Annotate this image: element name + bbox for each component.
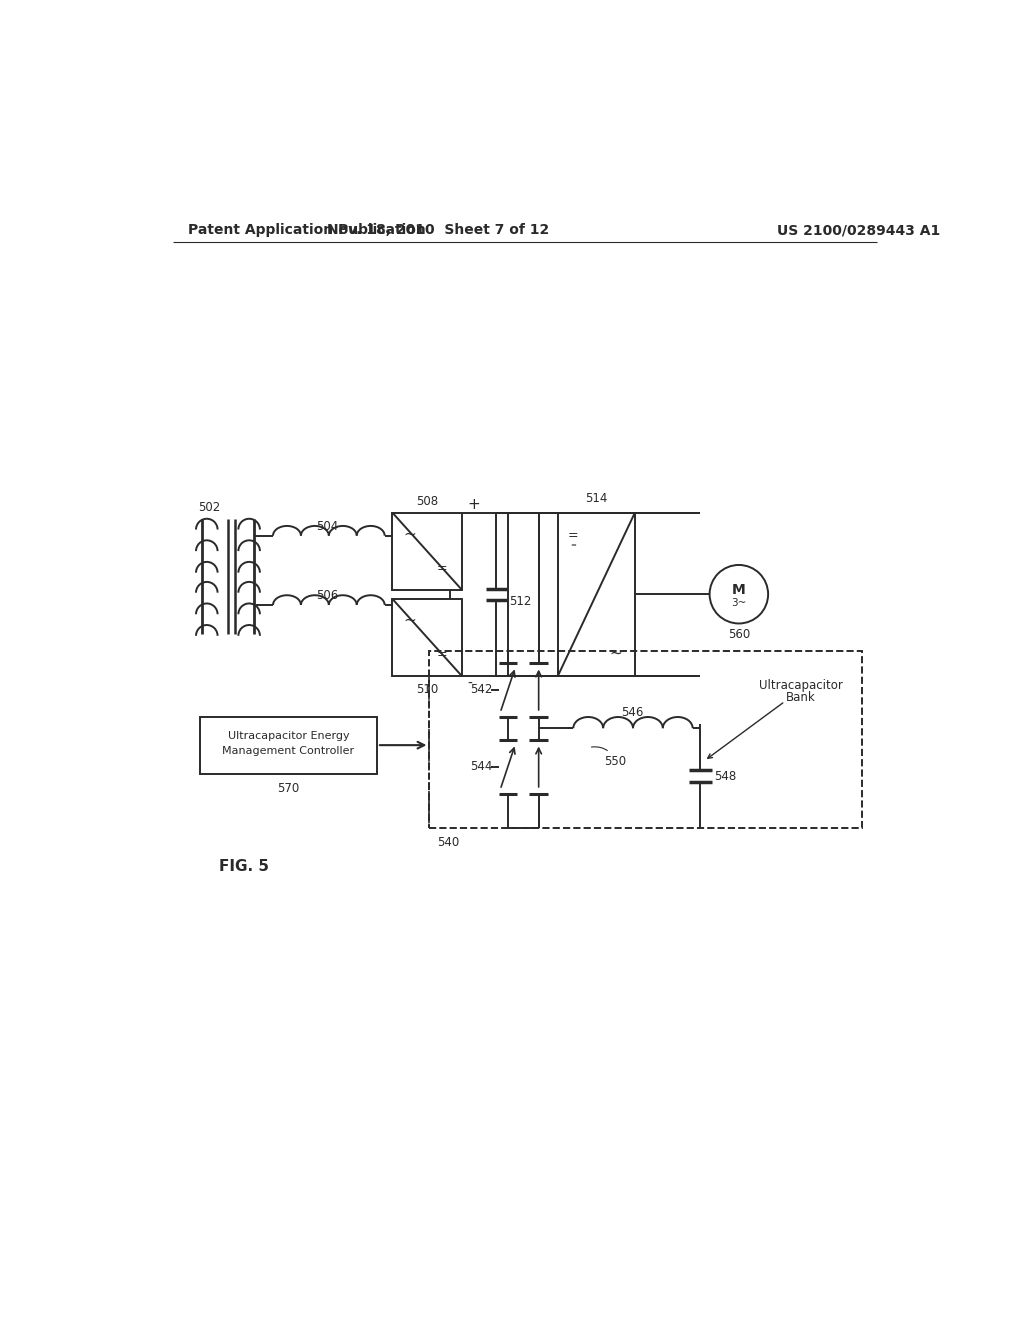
Text: 540: 540 bbox=[437, 836, 460, 849]
Text: Management Controller: Management Controller bbox=[222, 746, 354, 756]
Text: 546: 546 bbox=[622, 706, 644, 719]
Text: 548: 548 bbox=[714, 770, 736, 783]
Text: -: - bbox=[468, 677, 473, 690]
Text: 570: 570 bbox=[278, 781, 300, 795]
Bar bbox=[429, 651, 862, 829]
Text: 3~: 3~ bbox=[731, 598, 746, 609]
Text: 508: 508 bbox=[416, 495, 438, 508]
Text: ~: ~ bbox=[402, 527, 416, 541]
Bar bbox=[558, 512, 635, 676]
Text: =: = bbox=[570, 543, 577, 548]
Bar bbox=[392, 599, 462, 676]
Text: =: = bbox=[568, 529, 579, 543]
Text: 550: 550 bbox=[592, 747, 627, 768]
Text: 502: 502 bbox=[199, 500, 220, 513]
Text: ~: ~ bbox=[402, 612, 416, 628]
Text: 544: 544 bbox=[470, 760, 493, 774]
Text: Ultracapacitor: Ultracapacitor bbox=[759, 680, 843, 693]
Text: Patent Application Publication: Patent Application Publication bbox=[188, 223, 426, 238]
Text: US 2100/0289443 A1: US 2100/0289443 A1 bbox=[777, 223, 941, 238]
Text: Bank: Bank bbox=[785, 690, 815, 704]
Text: +: + bbox=[468, 498, 480, 512]
Text: 560: 560 bbox=[728, 628, 750, 640]
Text: FIG. 5: FIG. 5 bbox=[219, 859, 269, 874]
Text: =: = bbox=[437, 648, 447, 661]
Text: 506: 506 bbox=[315, 589, 338, 602]
Bar bbox=[392, 512, 462, 590]
Text: 512: 512 bbox=[509, 595, 531, 609]
Text: 504: 504 bbox=[315, 520, 338, 533]
Text: Ultracapacitor Energy: Ultracapacitor Energy bbox=[227, 731, 349, 741]
Text: Nov. 18, 2010  Sheet 7 of 12: Nov. 18, 2010 Sheet 7 of 12 bbox=[328, 223, 550, 238]
Text: ~: ~ bbox=[609, 645, 622, 660]
Text: 510: 510 bbox=[416, 684, 438, 696]
Text: 514: 514 bbox=[586, 492, 607, 506]
Bar bbox=[200, 717, 377, 775]
Text: M: M bbox=[732, 583, 745, 598]
Text: =: = bbox=[437, 561, 447, 574]
Text: 542: 542 bbox=[470, 684, 493, 696]
